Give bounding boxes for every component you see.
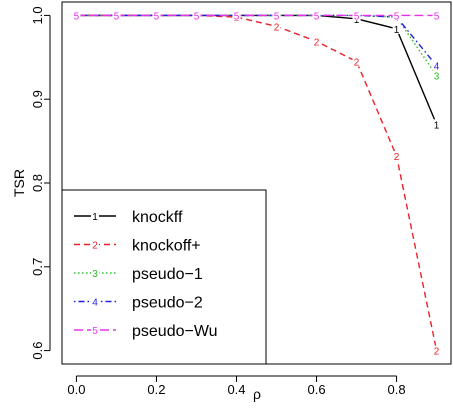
x-tick-label: 0.6 <box>307 382 325 397</box>
data-point-marker: 1 <box>434 120 440 131</box>
marker-background <box>272 21 281 32</box>
legend-entry: 1 knockff <box>74 209 183 226</box>
legend-marker: 2 <box>92 241 98 252</box>
marker-background <box>432 10 441 21</box>
marker-background <box>232 10 241 21</box>
y-tick-label: 0.8 <box>30 174 45 192</box>
marker-background <box>152 10 161 21</box>
legend-entry: 5 pseudo−Wu <box>74 323 218 340</box>
data-point-marker: 2 <box>314 37 320 48</box>
data-point-marker: 2 <box>354 57 360 68</box>
data-point-marker: 1 <box>394 25 400 36</box>
data-point-marker: 5 <box>194 11 200 22</box>
y-axis-label: TSR <box>11 169 27 197</box>
data-point-marker: 2 <box>394 152 400 163</box>
legend-label: pseudo−Wu <box>132 323 218 340</box>
marker-background <box>432 119 441 130</box>
legend-marker-background <box>91 239 99 250</box>
legend-entry: 2 knockoff+ <box>74 238 201 255</box>
marker-background <box>432 345 441 356</box>
legend-label: knockoff+ <box>132 238 201 255</box>
data-point-marker: 2 <box>274 22 280 33</box>
x-tick-label: 0.2 <box>147 382 165 397</box>
x-tick-label: 0.0 <box>67 382 85 397</box>
y-tick-label: 0.9 <box>30 90 45 108</box>
y-tick-label: 0.7 <box>30 258 45 276</box>
legend-marker: 4 <box>92 298 98 309</box>
legend-marker: 5 <box>92 326 98 337</box>
x-tick-label: 0.4 <box>227 382 245 397</box>
data-point-marker: 5 <box>74 11 80 22</box>
marker-background <box>352 56 361 67</box>
y-tick-label: 1.0 <box>30 6 45 24</box>
legend-marker: 3 <box>92 269 98 280</box>
legend-entry: 4 pseudo−2 <box>74 295 203 312</box>
series-layer: 1111111111222222222233333333334444444444… <box>72 10 441 358</box>
legend-marker-background <box>91 325 99 335</box>
data-point-marker: 5 <box>434 11 440 22</box>
legend-marker-background <box>91 296 99 307</box>
data-point-marker: 5 <box>114 11 120 22</box>
data-point-marker: 5 <box>354 11 360 22</box>
data-point-marker: 5 <box>274 11 280 22</box>
legend-marker-background <box>91 268 99 278</box>
marker-background <box>392 151 401 162</box>
data-point-marker: 5 <box>314 11 320 22</box>
data-point-marker: 5 <box>154 11 160 22</box>
marker-background <box>392 10 401 21</box>
marker-background <box>352 10 361 21</box>
marker-background <box>312 36 321 47</box>
legend-label: pseudo−1 <box>132 266 203 283</box>
marker-background <box>432 60 441 71</box>
marker-background <box>272 10 281 21</box>
marker-background <box>112 10 121 21</box>
data-point-marker: 5 <box>394 11 400 22</box>
data-point-marker: 5 <box>234 11 240 22</box>
legend: 1 knockff 2 knockoff+ 3 pseudo−1 4 pseudo−2 5 pse… <box>61 189 267 365</box>
marker-background <box>192 10 201 21</box>
data-point-marker: 3 <box>434 72 440 83</box>
series-5: 5 5 5 5 5 5 5 5 5 5 <box>72 10 441 22</box>
marker-background <box>72 10 81 21</box>
marker-background <box>392 23 401 34</box>
legend-label: pseudo−2 <box>132 295 203 312</box>
data-point-marker: 4 <box>434 62 440 73</box>
marker-background <box>432 70 441 81</box>
x-axis-label: ρ <box>253 386 261 402</box>
legend-marker: 1 <box>92 212 98 223</box>
axes-layer: 0.0 0.2 0.4 0.6 0.8 0.6 0.7 0.8 0.9 1.0 <box>30 1 452 397</box>
legend-marker-background <box>91 211 99 221</box>
data-point-marker: 2 <box>434 347 440 358</box>
x-tick-label: 0.8 <box>388 382 406 397</box>
y-tick-label: 0.6 <box>30 342 45 360</box>
legend-entry: 3 pseudo−1 <box>74 266 203 283</box>
legend-label: knockff <box>132 209 183 226</box>
marker-background <box>312 10 321 21</box>
